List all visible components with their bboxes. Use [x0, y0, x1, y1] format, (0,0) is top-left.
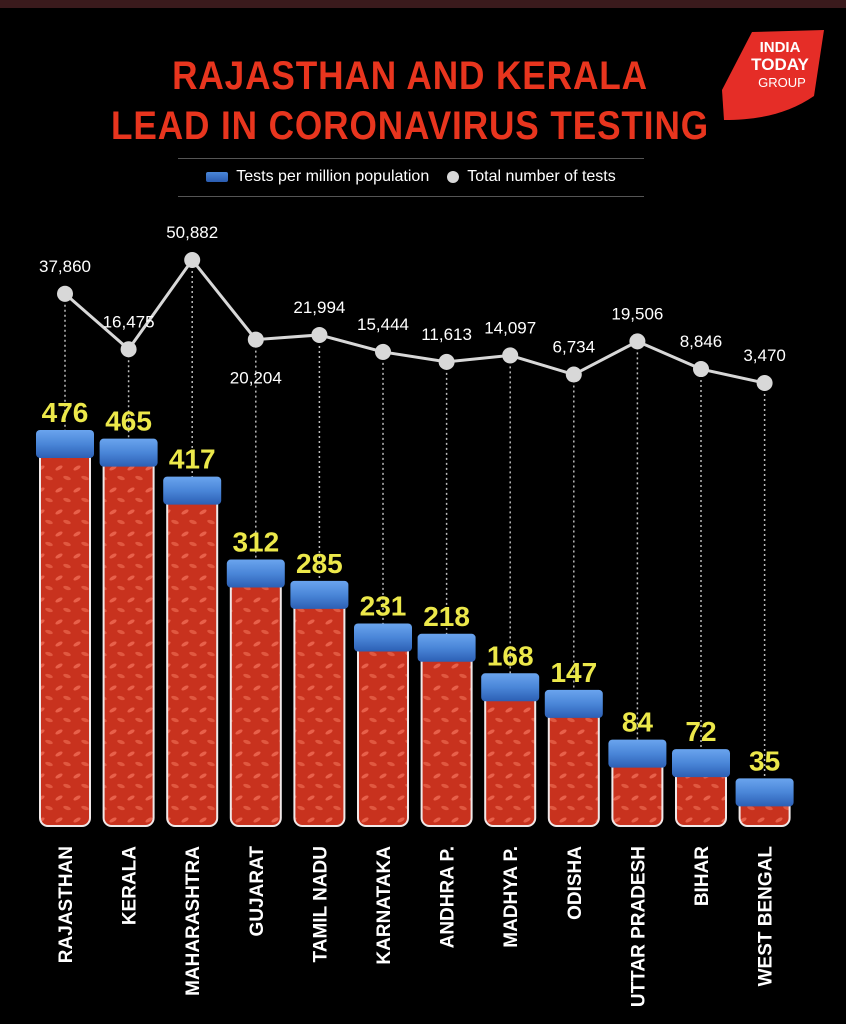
- bar-value-label: 417: [169, 444, 216, 475]
- total-tests-point: [756, 375, 773, 391]
- bar-value-label: 218: [423, 601, 470, 632]
- tube-bar: [229, 578, 282, 828]
- category-label: KERALA: [120, 846, 141, 925]
- tube-bar: [547, 708, 600, 827]
- tube-cap: [417, 633, 476, 662]
- total-tests-point: [693, 361, 709, 378]
- tube-bar: [166, 495, 219, 827]
- total-tests-point: [438, 353, 455, 370]
- bar-value-label: 147: [550, 657, 597, 688]
- category-label: RAJASTHAN: [56, 846, 77, 963]
- logo-line3: GROUP: [758, 75, 806, 90]
- tube-bar: [675, 768, 727, 827]
- category-label: UTTAR PRADESH: [628, 846, 649, 1007]
- tube-bar: [293, 599, 346, 827]
- tube-swatch-icon: [206, 172, 229, 182]
- bar-value-label: 465: [105, 406, 152, 437]
- legend-item-bars: Tests per million population: [206, 168, 429, 186]
- tube-bar: [39, 448, 91, 827]
- category-label: GUJARAT: [247, 846, 268, 937]
- total-tests-point: [247, 331, 264, 348]
- total-tests-point: [565, 366, 582, 383]
- tube-cap: [290, 580, 349, 609]
- india-today-logo: INDIA TODAY GROUP: [722, 30, 824, 120]
- bar-value-label: 84: [622, 707, 654, 738]
- category-label: ANDHRA P.: [438, 846, 459, 948]
- category-label: KARNATAKA: [374, 846, 395, 965]
- tube-cap: [544, 689, 603, 718]
- total-tests-point: [629, 333, 646, 350]
- tube-cap: [36, 429, 94, 458]
- total-tests-point: [120, 341, 137, 358]
- tube-cap: [163, 476, 222, 505]
- logo-badge-shape: [722, 30, 824, 120]
- tube-cap: [672, 749, 730, 778]
- total-tests-line: [64, 257, 765, 385]
- total-tests-point: [502, 347, 519, 364]
- bar-value-label: 231: [360, 591, 407, 622]
- category-label: TAMIL NADU: [310, 846, 331, 962]
- legend-item-dots: Total number of tests: [447, 168, 616, 186]
- category-label: WEST BENGAL: [756, 846, 777, 987]
- total-tests-label: 21,994: [293, 298, 345, 317]
- total-tests-point: [375, 343, 391, 360]
- bar-value-label: 476: [42, 397, 89, 428]
- tube-bar: [611, 758, 664, 828]
- tube-cap: [354, 623, 412, 652]
- total-tests-point: [184, 252, 201, 268]
- chart-title-line1: RAJASTHAN AND KERALA: [172, 54, 648, 98]
- tube-bar: [420, 652, 473, 828]
- total-tests-point: [311, 326, 328, 343]
- total-tests-label: 6,734: [553, 338, 596, 357]
- bar-value-label: 312: [232, 527, 279, 558]
- legend: Tests per million population Total numbe…: [178, 160, 644, 194]
- dot-swatch-icon: [447, 171, 460, 183]
- tube-cap: [608, 739, 667, 768]
- total-tests-label: 16,475: [103, 312, 155, 331]
- category-label: ODISHA: [565, 846, 586, 920]
- bar-value-label: 35: [749, 745, 780, 776]
- legend-dots-label: Total number of tests: [467, 168, 616, 185]
- legend-rule-bottom: [178, 196, 644, 197]
- total-tests-label: 8,846: [680, 332, 723, 351]
- tube-bar: [102, 457, 155, 827]
- bar-value-label: 168: [487, 640, 534, 671]
- legend-bars-label: Tests per million population: [236, 168, 430, 185]
- logo-line1: INDIA: [760, 39, 801, 56]
- total-tests-point: [57, 285, 73, 302]
- total-tests-label: 15,444: [357, 315, 409, 334]
- total-tests-label: 14,097: [484, 318, 536, 337]
- logo-line2: TODAY: [751, 55, 809, 74]
- tube-cap: [226, 559, 285, 588]
- total-tests-label: 37,860: [39, 257, 91, 276]
- total-tests-label: 50,882: [166, 223, 218, 242]
- chart-title-line2: LEAD IN CORONAVIRUS TESTING: [110, 104, 710, 148]
- bar-value-label: 285: [296, 548, 343, 579]
- tube-bar: [484, 692, 537, 828]
- category-label: MADHYA P.: [501, 846, 522, 948]
- total-tests-label: 19,506: [611, 304, 663, 323]
- bar-value-label: 72: [685, 716, 716, 747]
- category-label: BIHAR: [692, 846, 713, 906]
- total-tests-label: 11,613: [421, 325, 472, 344]
- category-label: MAHARASHTRA: [183, 846, 204, 996]
- tube-cap: [735, 778, 794, 807]
- total-tests-label: 20,204: [230, 369, 282, 388]
- total-tests-label: 3,470: [743, 346, 786, 365]
- tube-cap: [481, 673, 540, 702]
- legend-rule-top: [178, 158, 644, 159]
- tube-bar: [357, 642, 409, 828]
- tube-cap: [99, 438, 158, 467]
- top-border: [0, 0, 846, 8]
